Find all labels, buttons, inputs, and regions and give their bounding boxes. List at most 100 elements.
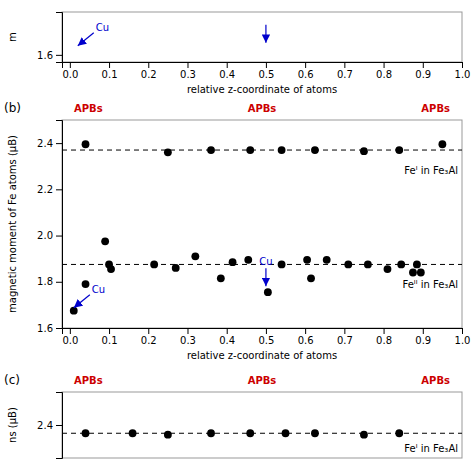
header-label: APBs	[248, 103, 277, 114]
tick-mark	[148, 328, 149, 334]
point	[360, 147, 368, 155]
x-tick: 1.0	[455, 62, 471, 80]
y-tick: 2.4	[37, 420, 62, 431]
tick-label: 1.6	[37, 50, 53, 61]
tick-label: 0.5	[258, 69, 274, 80]
tick-label: 1.0	[455, 69, 471, 80]
axis-domain	[63, 63, 463, 69]
x-axis: 0.0 0.1 0.2 0.3 0.4 0.5 0.6 0.7 0.8 0.9 1.0	[62, 328, 470, 346]
tick-label: 2.2	[37, 184, 53, 195]
tick-label: 1.0	[455, 335, 471, 346]
point	[413, 261, 421, 269]
tick-mark	[56, 282, 62, 283]
header-label: APBs	[248, 375, 277, 386]
tick-mark	[423, 62, 424, 68]
annotation-label: Cu	[92, 284, 105, 295]
axis-domain	[56, 121, 63, 329]
header-label: APBs	[74, 375, 103, 386]
x-axis: 0.0 0.1 0.2 0.3 0.4 0.5 0.6 0.7 0.8 0.9 1.0	[62, 62, 470, 80]
x-tick: 0.2	[141, 328, 157, 346]
y-tick: 2.0	[37, 230, 62, 241]
texts: Feᴵ in Fe₃AlFeᴵᴵ in Fe₃AlCuCuAPBsAPBsAPB…	[4, 101, 458, 361]
annotation-arrow	[74, 295, 90, 308]
tick-label: 0.6	[298, 69, 314, 80]
tick-label: 0.0	[62, 335, 78, 346]
header-label: APBs	[421, 375, 450, 386]
tick-label: 0.2	[141, 69, 157, 80]
panel-title: (c)	[4, 373, 20, 387]
x-axis-title: relative z-coordinate of atoms	[187, 350, 337, 361]
point	[101, 237, 109, 245]
x-tick: 0.6	[298, 62, 314, 80]
y-axis: 1.6 1.8 2.0 2.2 2.4	[37, 121, 62, 334]
point	[417, 269, 425, 277]
point	[164, 431, 172, 439]
x-tick: 0.7	[337, 328, 353, 346]
tick-label: 0.0	[62, 69, 78, 80]
y-tick: 1.8	[37, 276, 62, 287]
x-tick: 0.7	[337, 62, 353, 80]
annotation-label: Cu	[259, 256, 272, 267]
point	[364, 261, 372, 269]
tick-label: 0.9	[415, 69, 431, 80]
y-axis-title: magnetic moment of Fe atoms (μB)	[7, 135, 18, 313]
point	[395, 146, 403, 154]
reference-label: Feᴵ in Fe₃Al	[404, 443, 458, 454]
tick-mark	[187, 62, 188, 68]
point	[207, 429, 215, 437]
point	[82, 140, 90, 148]
series	[70, 237, 425, 314]
point	[244, 256, 252, 264]
texts: Curelative z-coordinate of atomsm	[7, 22, 337, 95]
point	[303, 256, 311, 264]
tick-label: 0.9	[415, 335, 431, 346]
point	[278, 146, 286, 154]
tick-label: 0.5	[258, 335, 274, 346]
chart: 1.60.00.10.20.30.40.50.60.70.80.91.0Cure…	[0, 0, 474, 474]
tick-label: 0.8	[376, 335, 392, 346]
x-tick: 0.6	[298, 328, 314, 346]
x-tick: 0.3	[180, 62, 196, 80]
point	[82, 280, 90, 288]
tick-label: 0.6	[298, 335, 314, 346]
x-tick: 0.2	[141, 62, 157, 80]
tick-label: 0.7	[337, 335, 353, 346]
tick-mark	[109, 62, 110, 68]
point	[278, 261, 286, 269]
x-tick: 0.3	[180, 328, 196, 346]
point	[438, 140, 446, 148]
tick-label: 1.6	[37, 323, 53, 334]
axis-domain	[56, 393, 63, 459]
tick-mark	[56, 55, 62, 56]
x-tick: 0.4	[219, 62, 235, 80]
x-tick: 0.9	[415, 62, 431, 80]
tick-label: 0.3	[180, 335, 196, 346]
tick-mark	[305, 328, 306, 334]
point	[307, 274, 315, 282]
header-label: APBs	[421, 103, 450, 114]
point	[70, 307, 78, 315]
x-tick: 0.4	[219, 328, 235, 346]
tick-mark	[384, 62, 385, 68]
point	[129, 429, 137, 437]
x-axis-title: relative z-coordinate of atoms	[187, 84, 337, 95]
point	[282, 429, 290, 437]
y-axis: 1.6	[37, 13, 62, 63]
reference-label: Feᴵᴵ in Fe₃Al	[402, 279, 458, 290]
y-tick: 1.6	[37, 50, 62, 61]
tick-label: 2.4	[37, 138, 53, 149]
point	[229, 258, 237, 266]
tick-mark	[70, 328, 71, 334]
panel: 2.4Feᴵ in Fe₃AlAPBsAPBsAPBs(c)ns (μB)	[4, 373, 462, 459]
x-tick: 0.1	[102, 62, 118, 80]
annotation-arrow	[265, 268, 266, 286]
tick-mark	[70, 62, 71, 68]
tick-label: 1.8	[37, 276, 53, 287]
x-tick: 0.8	[376, 62, 392, 80]
annotation-arrow	[265, 25, 266, 43]
axis-domain	[63, 329, 463, 335]
point	[172, 264, 180, 272]
point	[264, 288, 272, 296]
x-tick: 0.1	[102, 328, 118, 346]
series	[82, 429, 404, 438]
